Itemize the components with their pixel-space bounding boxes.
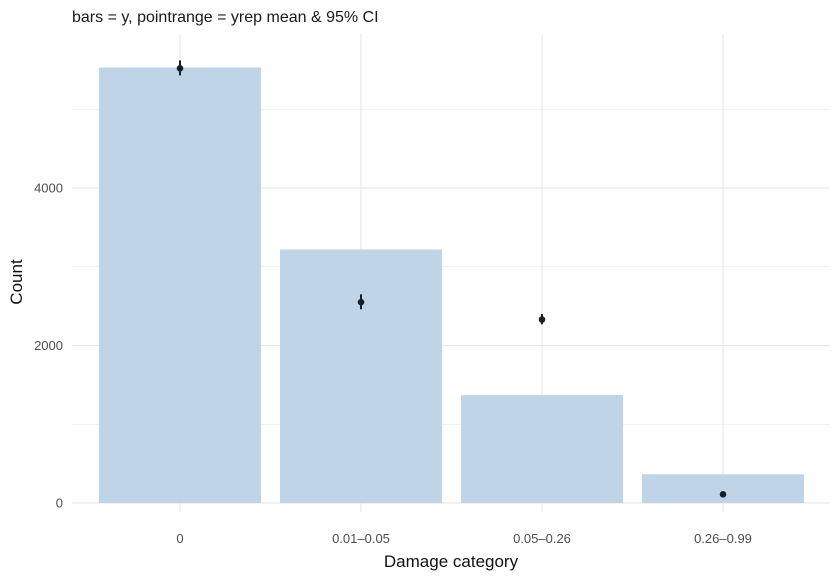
bar-layer: [99, 67, 804, 503]
y-tick-label: 0: [56, 496, 63, 511]
x-axis-ticks: 0 0.01–0.05 0.05–0.26 0.26–0.99: [176, 531, 752, 546]
mean-point: [357, 298, 365, 306]
bar: [99, 67, 261, 503]
y-axis-title: Count: [7, 259, 26, 305]
bar: [280, 249, 442, 503]
bar: [642, 474, 804, 503]
mean-point: [176, 65, 184, 72]
y-axis-ticks: 0 2000 4000: [34, 181, 63, 511]
bar: [461, 395, 623, 503]
x-tick-label: 0.26–0.99: [694, 531, 752, 546]
mean-point: [719, 491, 727, 498]
x-axis-title: Damage category: [384, 552, 519, 571]
chart-title: bars = y, pointrange = yrep mean & 95% C…: [72, 9, 379, 26]
x-tick-label: 0: [176, 531, 183, 546]
x-tick-label: 0.01–0.05: [332, 531, 390, 546]
y-tick-label: 2000: [34, 338, 63, 353]
x-tick-label: 0.05–0.26: [513, 531, 571, 546]
point-layer: [176, 60, 727, 498]
mean-point: [538, 316, 546, 323]
y-tick-label: 4000: [34, 181, 63, 196]
